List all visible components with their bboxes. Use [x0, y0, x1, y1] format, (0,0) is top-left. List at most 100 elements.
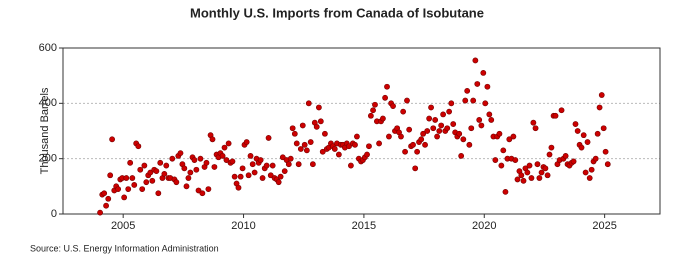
point — [558, 107, 565, 114]
point — [346, 143, 352, 150]
point — [410, 141, 416, 148]
point — [149, 177, 156, 184]
point — [143, 179, 150, 186]
point — [440, 111, 447, 118]
point — [376, 140, 382, 147]
chart-title: Monthly U.S. Imports from Canada of Isob… — [190, 5, 484, 20]
point — [448, 100, 455, 107]
point — [380, 115, 386, 122]
point — [293, 140, 300, 147]
point — [384, 83, 390, 90]
point — [199, 190, 206, 197]
point — [484, 83, 491, 90]
point — [103, 202, 109, 209]
point — [205, 186, 212, 192]
point — [526, 162, 533, 169]
y-tick-label: 200 — [39, 153, 57, 165]
point — [203, 159, 210, 166]
point — [506, 136, 513, 143]
point — [191, 157, 198, 163]
point — [297, 146, 304, 152]
point — [331, 146, 338, 152]
point — [364, 151, 370, 158]
point — [470, 97, 477, 104]
point — [259, 175, 266, 181]
point — [520, 177, 527, 184]
point — [534, 161, 541, 168]
point — [161, 170, 168, 177]
point — [386, 133, 392, 140]
point — [482, 100, 489, 107]
point — [249, 161, 256, 168]
point — [422, 141, 428, 148]
point — [546, 151, 553, 158]
point — [335, 151, 342, 158]
point — [496, 130, 503, 137]
plot-frame — [62, 47, 661, 215]
point — [414, 148, 421, 155]
point — [289, 125, 296, 132]
point — [169, 155, 176, 162]
point — [125, 186, 132, 192]
point — [137, 166, 144, 173]
point — [221, 144, 228, 151]
point — [402, 148, 408, 155]
point — [512, 157, 519, 163]
point — [131, 182, 138, 188]
point — [315, 104, 322, 111]
x-tick-label: 2025 — [592, 220, 616, 232]
point — [582, 169, 589, 176]
point — [317, 118, 324, 125]
point — [598, 92, 605, 98]
point — [267, 172, 274, 179]
point — [279, 154, 286, 161]
point — [157, 159, 164, 166]
point — [372, 101, 378, 108]
point — [538, 169, 545, 176]
point — [251, 169, 258, 176]
point — [285, 161, 292, 168]
points — [97, 57, 611, 216]
point — [544, 172, 551, 179]
point — [307, 139, 314, 145]
point — [348, 162, 354, 169]
point — [528, 175, 535, 181]
point — [536, 175, 543, 181]
point — [155, 190, 162, 197]
point — [498, 162, 505, 169]
grid — [59, 47, 660, 218]
point — [183, 183, 190, 190]
point — [434, 133, 440, 140]
point — [424, 128, 431, 134]
point — [195, 187, 202, 194]
point — [438, 122, 445, 129]
point — [181, 165, 188, 172]
point — [462, 97, 469, 104]
point — [492, 157, 499, 163]
point — [500, 147, 507, 154]
point — [275, 179, 282, 186]
point — [472, 57, 479, 64]
point — [478, 122, 485, 129]
point — [530, 119, 537, 126]
point — [281, 168, 288, 175]
point — [480, 70, 487, 76]
point — [301, 141, 308, 148]
point — [486, 111, 493, 118]
point — [177, 150, 184, 157]
point — [352, 141, 358, 148]
point — [594, 130, 601, 137]
point — [187, 169, 194, 176]
point — [406, 126, 413, 133]
point — [420, 130, 427, 137]
point — [460, 136, 467, 143]
point — [600, 125, 607, 132]
point — [127, 159, 134, 166]
point — [572, 121, 579, 127]
point — [303, 147, 310, 154]
point — [105, 195, 112, 202]
point — [97, 209, 103, 216]
point — [584, 139, 591, 145]
point — [309, 161, 316, 168]
point — [237, 173, 244, 180]
